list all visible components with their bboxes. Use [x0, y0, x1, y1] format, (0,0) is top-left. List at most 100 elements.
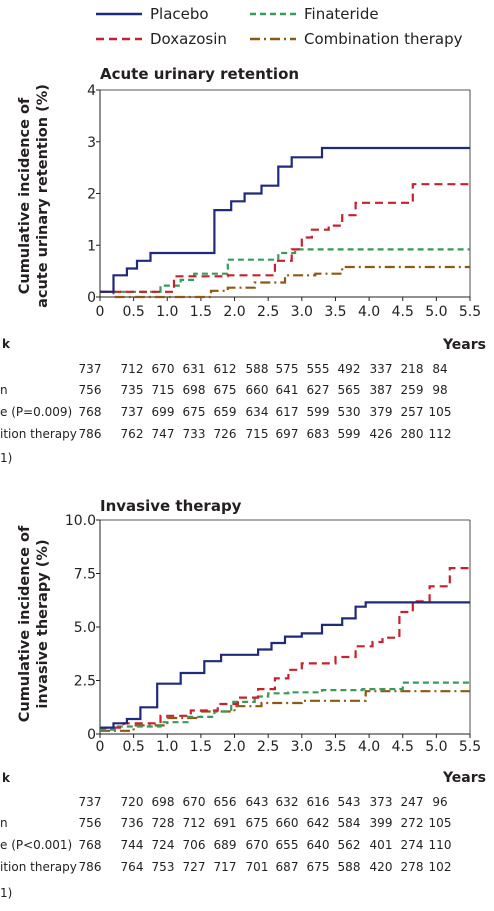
- risk-cell: 675: [246, 816, 269, 830]
- x-tick-label: 0.5: [123, 739, 145, 755]
- risk-table-row: n 756 735 715 698 675 660 641 627 565 387 259 98: [0, 383, 448, 397]
- risk-cell: 786: [79, 860, 102, 874]
- risk-cell: 401: [370, 838, 393, 852]
- risk-cell: 747: [152, 427, 175, 441]
- risk-cell: 84: [432, 362, 447, 376]
- risk-cell: 274: [401, 838, 424, 852]
- series-line-finateride: [100, 248, 470, 293]
- risk-cell: 670: [183, 795, 206, 809]
- risk-cell: 735: [121, 383, 144, 397]
- x-tick-label: 3.5: [324, 739, 346, 755]
- legend-label: Doxazosin: [150, 30, 227, 48]
- risk-cell: 584: [338, 816, 361, 830]
- risk-cell: 764: [121, 860, 144, 874]
- series-line-combination-therapy: [100, 690, 470, 732]
- x-tick-label: 5.0: [425, 304, 447, 320]
- acute-urinary-retention-panel: Acute urinary retention Cumulative incide…: [0, 65, 486, 465]
- risk-cell: 634: [246, 405, 269, 419]
- risk-cell: 768: [79, 405, 102, 419]
- y-axis-label-line: Cumulative incidence of: [17, 97, 33, 294]
- x-tick-label: 1.5: [190, 304, 212, 320]
- legend-label: Placebo: [150, 5, 209, 23]
- x-tick-label: 4.5: [392, 304, 414, 320]
- y-tick-label: 7.5: [74, 567, 96, 583]
- risk-cell: 627: [307, 383, 330, 397]
- risk-cell: 675: [307, 860, 330, 874]
- legend-label: Combination therapy: [304, 30, 463, 48]
- risk-cell: 617: [276, 405, 299, 419]
- legend-item: Finateride: [250, 5, 379, 23]
- x-tick-label: 3.5: [324, 304, 346, 320]
- x-tick-label: 2.5: [257, 739, 279, 755]
- y-axis-label-line: invasive therapy (%): [35, 539, 51, 708]
- legend-item: Combination therapy: [250, 30, 463, 48]
- x-tick-label: 1.0: [156, 304, 178, 320]
- x-tick-label: 3.0: [291, 304, 313, 320]
- risk-cell: 737: [121, 405, 144, 419]
- risk-cell: 744: [121, 838, 144, 852]
- risk-table-row: e (P<0.001) 768 744 724 706 689 670 655 640 562 40…: [0, 838, 451, 852]
- x-tick-label: 5.0: [425, 739, 447, 755]
- y-tick-label: 4: [87, 83, 96, 99]
- risk-cell: 387: [370, 383, 393, 397]
- risk-cell: 616: [307, 795, 330, 809]
- legend-item: Placebo: [96, 5, 209, 23]
- risk-cell: 728: [152, 816, 175, 830]
- risk-row-label: e (P=0.009): [0, 405, 72, 419]
- risk-row-label: n: [0, 383, 8, 397]
- y-axis-label: Cumulative incidence of acute urinary ret…: [17, 84, 51, 308]
- risk-cell: 786: [79, 427, 102, 441]
- risk-cell: 756: [79, 816, 102, 830]
- risk-cell: 105: [429, 816, 452, 830]
- risk-cell: 726: [214, 427, 237, 441]
- y-tick-label: 2.5: [74, 674, 96, 690]
- risk-cell: 420: [370, 860, 393, 874]
- risk-cell: 655: [276, 838, 299, 852]
- y-tick-label: 5.0: [74, 620, 96, 636]
- y-tick-label: 10.0: [65, 513, 96, 529]
- x-tick-label: 1.0: [156, 739, 178, 755]
- risk-cell: 660: [246, 383, 269, 397]
- y-tick-label: 1: [87, 238, 96, 254]
- risk-table-row: 737 720 698 670 656 643 632 616 543 373 247 96: [79, 795, 448, 809]
- risk-cell: 698: [183, 383, 206, 397]
- y-tick-label: 2: [87, 187, 96, 203]
- risk-cell: 659: [214, 405, 237, 419]
- risk-cell: 756: [79, 383, 102, 397]
- risk-cell: 96: [432, 795, 447, 809]
- risk-cell: 112: [429, 427, 452, 441]
- risk-cell: 720: [121, 795, 144, 809]
- risk-cell: 642: [307, 816, 330, 830]
- x-tick-label: 0: [96, 739, 105, 755]
- risk-cell: 530: [338, 405, 361, 419]
- risk-cell: 717: [214, 860, 237, 874]
- x-tick-label: 0: [96, 304, 105, 320]
- years-label: Years: [442, 770, 486, 786]
- risk-table-row: e (P=0.009) 768 737 699 675 659 634 617 599 530 37…: [0, 405, 451, 419]
- risk-cell: 670: [246, 838, 269, 852]
- series-line-doxazosin: [100, 567, 470, 729]
- y-axis-label-line: Cumulative incidence of: [17, 525, 33, 722]
- risk-cell: 701: [246, 860, 269, 874]
- x-tick-label: 3.0: [291, 739, 313, 755]
- risk-cell: 724: [152, 838, 175, 852]
- risk-cell: 272: [401, 816, 424, 830]
- risk-cell: 588: [246, 362, 269, 376]
- risk-cell: 575: [276, 362, 299, 376]
- risk-cell: 733: [183, 427, 206, 441]
- risk-table-row: 737 712 670 631 612 588 575 555 492 337 218 84: [79, 362, 448, 376]
- risk-cell: 640: [307, 838, 330, 852]
- risk-cell: 737: [79, 362, 102, 376]
- risk-cell: 555: [307, 362, 330, 376]
- risk-cell: 565: [338, 383, 361, 397]
- risk-cell: 492: [338, 362, 361, 376]
- risk-cell: 699: [152, 405, 175, 419]
- risk-cell: 218: [401, 362, 424, 376]
- years-label: Years: [442, 337, 486, 353]
- risk-cell: 98: [432, 383, 447, 397]
- chart-title: Acute urinary retention: [100, 65, 299, 83]
- risk-cell: 588: [338, 860, 361, 874]
- legend-label: Finateride: [304, 5, 379, 23]
- x-tick-label: 2.5: [257, 304, 279, 320]
